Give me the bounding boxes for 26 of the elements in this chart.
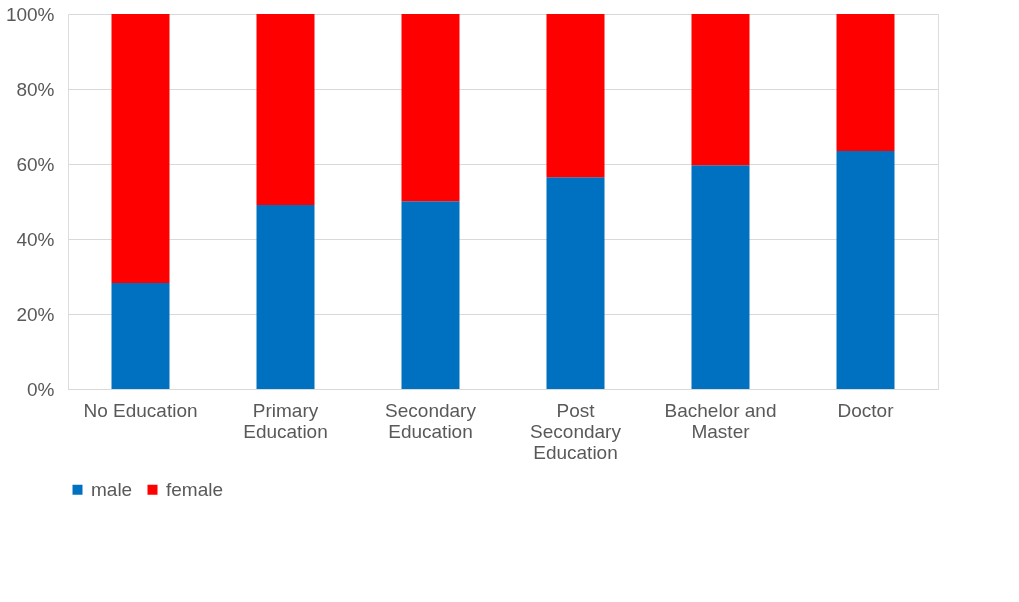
bar <box>401 14 460 202</box>
x-tick-label: Primary Education <box>243 399 328 442</box>
y-tick-label: 40% <box>16 228 55 250</box>
y-tick-label: 100% <box>5 3 55 25</box>
bar <box>256 204 315 389</box>
x-tick-label: No Education <box>83 399 198 421</box>
legend-label: female <box>166 478 224 500</box>
bar <box>256 14 315 205</box>
x-tick-label: Secondary Education <box>385 399 477 442</box>
bar <box>546 14 605 178</box>
bar <box>691 14 750 166</box>
y-tick-label: 20% <box>16 303 55 325</box>
y-tick-label: 60% <box>16 153 55 175</box>
bar <box>836 14 895 151</box>
bar <box>691 165 750 389</box>
x-tick-label: Bachelor and Master <box>664 399 777 442</box>
y-tick-label: 0% <box>27 378 55 400</box>
bar <box>111 282 170 389</box>
legend-label: male <box>91 478 133 500</box>
x-tick-label: Post Secondary Education <box>530 399 622 463</box>
bar <box>401 201 460 389</box>
y-tick-label: 80% <box>16 78 55 100</box>
x-tick-label: Doctor <box>837 399 895 421</box>
bar <box>546 177 605 389</box>
bar <box>111 14 170 283</box>
bar <box>836 150 895 389</box>
